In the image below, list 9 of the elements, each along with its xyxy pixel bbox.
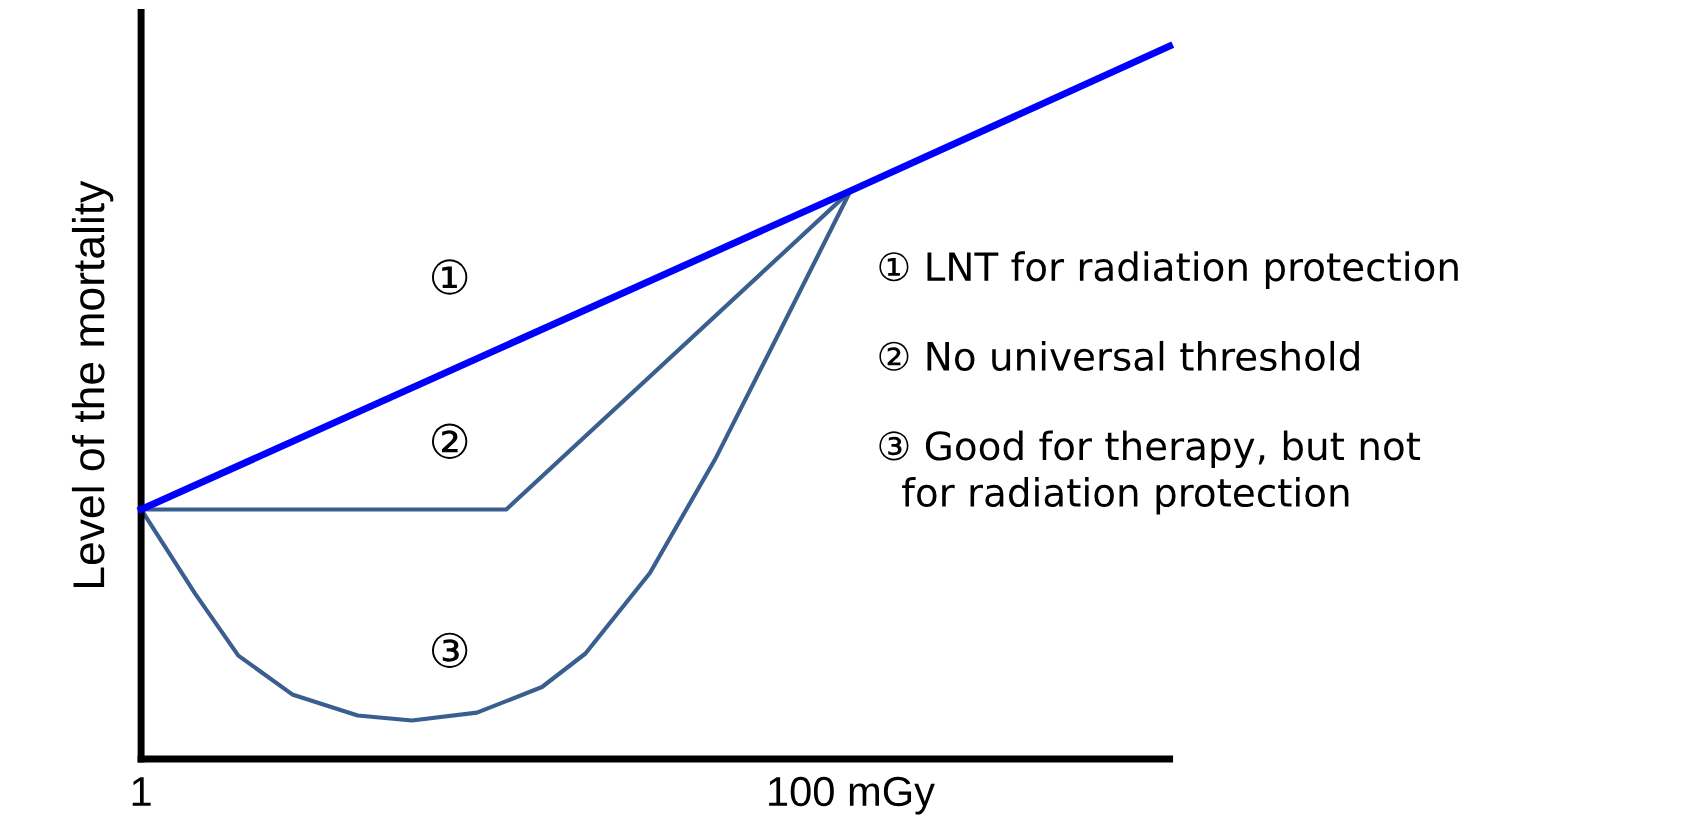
- annotation: ② No universal threshold: [879, 340, 1359, 371]
- x-tick-label: 1: [132, 777, 151, 806]
- y-axis-title: Level of the mortality: [71, 180, 114, 588]
- annotation: ①: [431, 259, 468, 295]
- annotation: ②: [431, 423, 468, 459]
- annotation: ③: [431, 632, 468, 668]
- annotation: ③ Good for therapy, but not for radiation protection: [879, 430, 1421, 515]
- annotation: ① LNT for radiation protection: [879, 251, 1458, 289]
- x-tick-label: 100 mGy: [769, 776, 935, 815]
